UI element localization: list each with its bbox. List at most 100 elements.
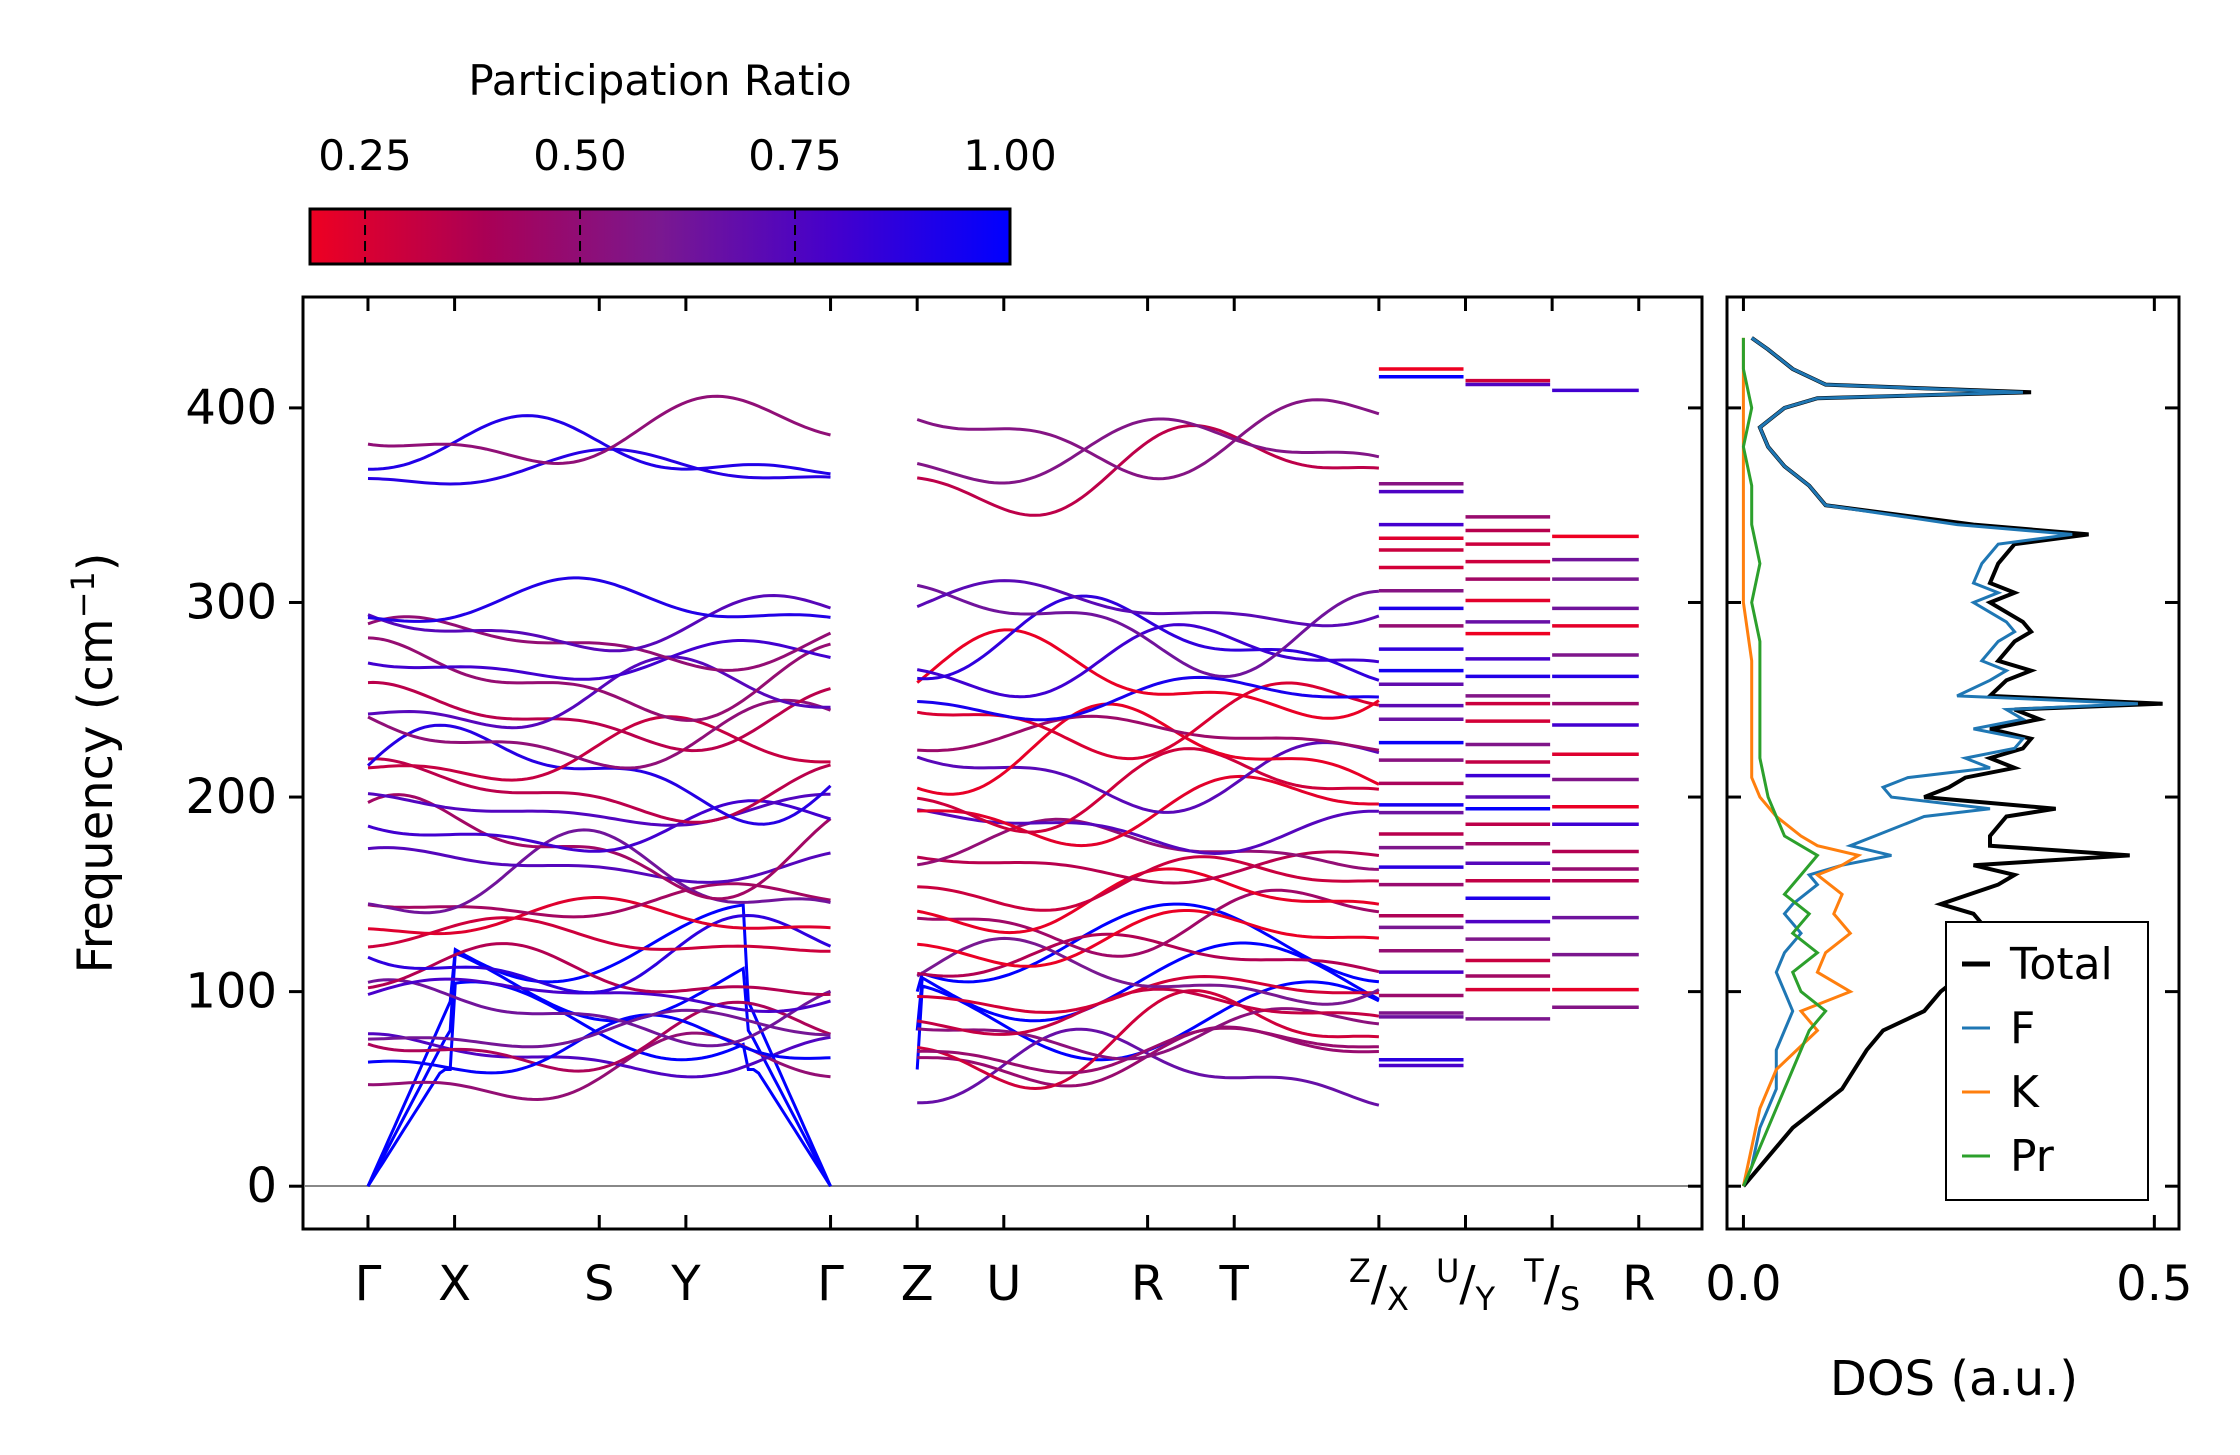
phonon-band [916,808,1379,856]
phonon-bands [366,394,1380,1187]
y-tick-label: 300 [185,574,277,630]
phonon-band [367,1032,831,1079]
phonon-band [917,774,1379,848]
phonon-band [367,1013,831,1075]
phonon-band [367,913,832,995]
dos-x-tick-label: 0.0 [1705,1256,1781,1312]
phonon-band [367,655,831,730]
phonon-band [916,850,1380,885]
phonon-band [917,1026,1379,1075]
phonon-band [367,799,831,853]
phonon-band [916,747,1380,834]
phonon-band [367,757,831,824]
phonon-band [916,741,1380,814]
x-tick-label: T [1219,1256,1250,1312]
colorbar-tick-label: 1.00 [963,131,1057,180]
phonon-band [367,394,831,466]
phonon-band [367,576,831,623]
phonon-band [915,941,1380,1031]
x-tick-label: U [986,1256,1021,1312]
phonon-band [917,1007,1380,1061]
phonon-band [917,594,1380,682]
phonon-band [367,1000,831,1073]
phonon-band [367,447,831,486]
dos-axes: 0.0 0.5 [1705,297,2193,1312]
phonon-band [367,1008,831,1049]
dos-panel: 0.0 0.5 DOS (a.u.) Total FK Pr [1705,295,2193,1407]
phonon-band [367,792,831,827]
phonon-band [916,628,1380,720]
band-x-axis: Γ X S Y Γ Z U R T Z/XU/YT/S R [355,297,1655,1318]
band-y-axis: 0 100 200 300 400 [185,380,1702,1214]
x-tick-label: X [438,1256,471,1312]
phonon-band [367,715,831,782]
dos-legend: Total FK Pr [1945,921,2149,1201]
colorbar-tick-label: 0.75 [748,131,842,180]
dos-frame [1725,295,2181,1231]
phonon-band [367,828,831,915]
x-tick-label: Y [670,1256,701,1312]
phonon-band [367,698,832,770]
phonon-band [915,902,1380,993]
phonon-band [916,702,1380,796]
dos-curve-f [1742,336,2138,1187]
y-tick-label: 0 [246,1158,277,1214]
short-bands [1378,367,1639,1068]
colorbar-tick-label: 0.50 [533,131,627,180]
phonon-band [916,579,1380,628]
x-tick-label: Z/X [1349,1252,1409,1318]
phonon-band [367,916,831,953]
x-tick-label: Γ [355,1256,382,1312]
colorbar-label: Participation Ratio [468,56,851,105]
dos-curve-k [1741,337,1863,1187]
dos-curve-pr [1741,337,1828,1187]
legend-box [1945,921,2149,1201]
phonon-band [367,680,831,753]
legend-label: F [2010,1003,2035,1054]
phonon-band [916,423,1379,517]
x-tick-label: R [1622,1256,1655,1312]
phonon-band [366,903,832,1187]
band-y-label: Frequency (cm−1) [64,552,124,973]
x-tick-label: Γ [817,1256,844,1312]
phonon-band [917,714,1380,753]
phonon-band [367,593,831,653]
phonon-band [367,942,831,996]
dos-x-label: DOS (a.u.) [1830,1351,2078,1407]
phonon-band [916,936,1380,1006]
phonon-band [368,414,831,476]
phonon-band [916,987,1380,1036]
phonon-band [917,855,1379,912]
phonon-band [916,583,1380,679]
legend-label: Pr [2010,1131,2055,1182]
legend-label: K [2010,1067,2040,1118]
phonon-band [917,675,1379,722]
phonon-band [916,398,1380,481]
phonon-band [367,639,831,681]
legend-label: Total [2009,939,2113,990]
phonon-band [366,723,832,826]
phonon-band [367,846,831,884]
phonon-band [917,909,1380,968]
x-tick-label: R [1131,1256,1164,1312]
phonon-band [916,817,1379,871]
x-tick-label: S [584,1256,614,1312]
phonon-band [367,793,832,901]
phonon-band [916,417,1380,485]
phonon-band [367,978,832,1048]
colorbar: Participation Ratio 0.25 0.50 0.75 1.00 [308,56,1057,266]
x-tick-label: Z [901,1256,934,1312]
phonon-band [916,932,1380,978]
y-tick-label: 100 [185,964,277,1020]
phonon-band [917,1027,1380,1107]
phonon-band [916,989,1379,1091]
y-tick-label: 400 [185,380,277,436]
colorbar-gradient [308,207,1012,266]
phonon-band [367,615,832,672]
colorbar-tick-label: 0.25 [318,131,412,180]
dos-x-tick-label: 0.5 [2116,1256,2192,1312]
phonon-band [917,888,1380,958]
y-tick-label: 200 [185,769,277,825]
